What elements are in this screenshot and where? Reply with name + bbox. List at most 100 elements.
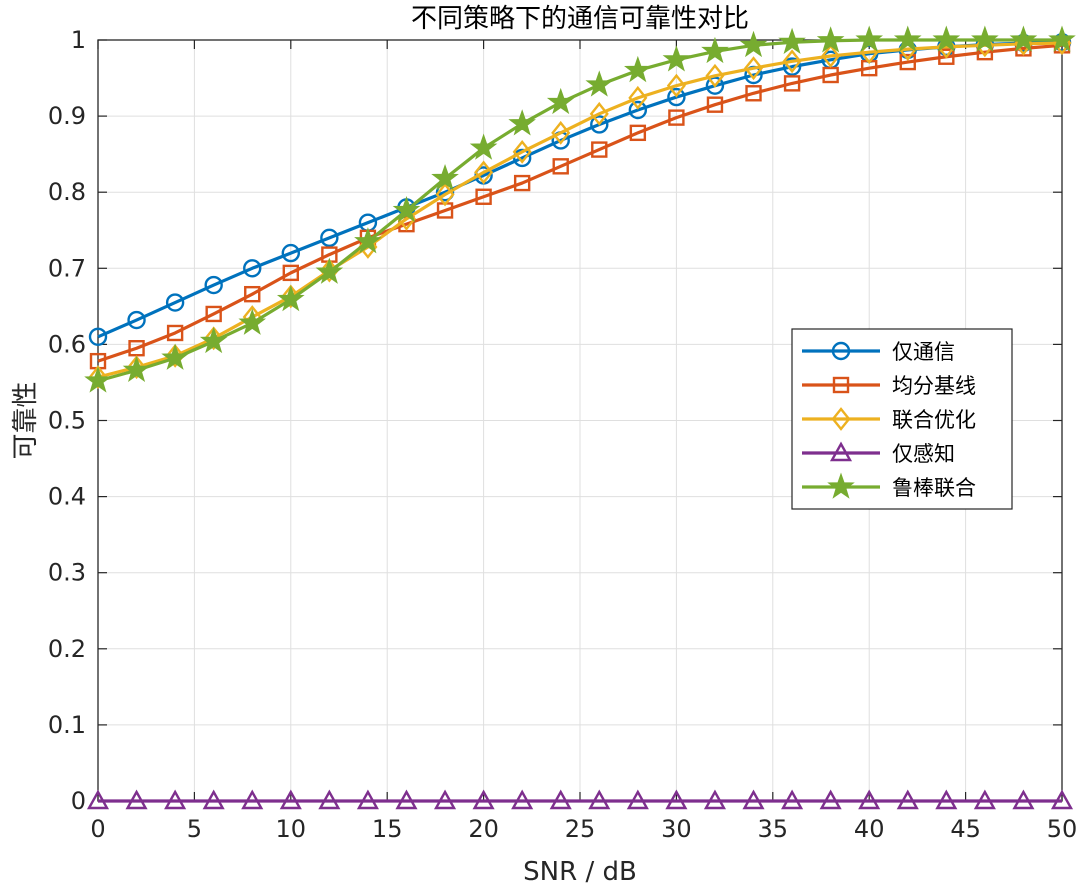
data-point-circle <box>628 100 648 120</box>
data-point-star <box>508 109 536 136</box>
data-point-square <box>668 109 685 126</box>
data-point-star <box>855 25 884 52</box>
data-point-diamond <box>628 85 648 110</box>
data-point-square <box>899 53 916 71</box>
y-tick-label: 0.4 <box>48 483 86 511</box>
data-point-square <box>706 96 724 113</box>
data-point-star <box>354 227 382 254</box>
data-point-triangle <box>819 789 842 810</box>
data-point-circle <box>165 293 185 312</box>
y-tick-label: 0.1 <box>48 711 86 739</box>
x-tick-label: 15 <box>372 815 403 843</box>
data-point-square <box>166 324 184 342</box>
y-tick-label: 0.6 <box>48 330 86 358</box>
data-point-star <box>84 366 112 393</box>
data-point-star <box>585 70 614 97</box>
data-point-triangle <box>164 789 187 810</box>
data-point-square <box>745 85 762 102</box>
legend-label: 仅通信 <box>892 340 955 364</box>
data-point-square <box>513 174 531 192</box>
data-point-star <box>315 257 344 284</box>
data-point-star <box>1009 25 1038 52</box>
x-tick-label: 40 <box>854 815 885 843</box>
data-point-square <box>552 158 569 175</box>
series-4 <box>84 25 1076 393</box>
y-tick-label: 0.5 <box>48 407 86 435</box>
data-point-square <box>822 66 839 84</box>
data-point-star <box>932 25 961 52</box>
data-point-circle <box>590 115 609 134</box>
data-point-triangle <box>279 789 302 810</box>
data-point-triangle <box>935 789 958 810</box>
data-point-circle <box>243 259 262 278</box>
legend-label: 鲁棒联合 <box>892 476 976 500</box>
data-point-star <box>431 163 459 191</box>
data-point-triangle <box>973 789 996 810</box>
legend-label: 仅感知 <box>892 442 955 466</box>
data-point-triangle <box>1050 789 1074 810</box>
y-tick-label: 1 <box>71 26 86 54</box>
y-tick-label: 0 <box>71 787 86 815</box>
data-point-diamond <box>474 160 494 185</box>
data-point-diamond <box>204 326 224 351</box>
data-point-diamond <box>88 365 108 390</box>
data-point-star <box>662 45 691 72</box>
data-point-star <box>122 355 151 383</box>
legend-marker-triangle <box>829 441 853 462</box>
data-point-diamond <box>666 73 686 98</box>
data-point-star <box>971 25 999 52</box>
data-point-diamond <box>743 56 764 81</box>
y-tick-label: 0.3 <box>48 559 86 587</box>
legend-entry: 仅感知 <box>802 441 955 466</box>
legend-marker-square <box>832 376 850 394</box>
data-point-circle <box>281 243 300 263</box>
data-point-triangle <box>241 789 264 810</box>
data-point-diamond <box>512 139 532 164</box>
legend-entry: 鲁棒联合 <box>802 472 976 500</box>
data-point-circle <box>127 310 146 330</box>
data-point-square <box>205 305 222 323</box>
data-point-triangle <box>742 789 765 810</box>
data-point-star <box>739 30 768 58</box>
data-point-circle <box>204 275 223 295</box>
data-point-triangle <box>433 789 457 810</box>
data-point-star <box>778 27 806 55</box>
data-point-triangle <box>549 789 572 810</box>
legend-label: 联合优化 <box>892 408 976 432</box>
x-tick-label: 35 <box>758 815 789 843</box>
data-point-triangle <box>511 789 534 810</box>
data-point-triangle <box>125 789 148 810</box>
x-tick-label: 20 <box>468 815 499 843</box>
legend-marker-star <box>827 472 855 499</box>
data-point-triangle <box>626 789 649 810</box>
data-point-square <box>938 48 955 65</box>
y-axis-label: 可靠性 <box>11 381 41 459</box>
data-point-circle <box>88 327 108 346</box>
data-point-diamond <box>589 101 609 126</box>
data-point-square <box>282 264 299 282</box>
legend-marker-diamond <box>831 407 851 431</box>
chart-title: 不同策略下的通信可靠性对比 <box>411 4 749 34</box>
data-point-circle <box>705 76 725 95</box>
x-axis-label: SNR / dB <box>523 857 637 887</box>
data-point-star <box>161 343 189 370</box>
data-point-circle <box>782 57 802 76</box>
data-point-triangle <box>858 789 881 810</box>
data-point-star <box>546 87 575 115</box>
data-point-square <box>475 188 492 205</box>
y-tick-label: 0.7 <box>48 254 86 282</box>
x-tick-label: 50 <box>1047 815 1078 843</box>
data-point-circle <box>667 87 686 107</box>
data-point-star <box>816 26 845 53</box>
data-point-star <box>893 25 922 52</box>
x-tick-label: 45 <box>950 815 981 843</box>
x-tick-label: 10 <box>276 815 307 843</box>
data-point-diamond <box>705 63 725 88</box>
legend-entry: 联合优化 <box>802 407 976 432</box>
data-point-star <box>238 308 267 335</box>
data-point-star <box>392 195 421 223</box>
data-point-diamond <box>165 343 185 368</box>
data-point-triangle <box>588 789 611 810</box>
data-point-triangle <box>395 789 418 810</box>
